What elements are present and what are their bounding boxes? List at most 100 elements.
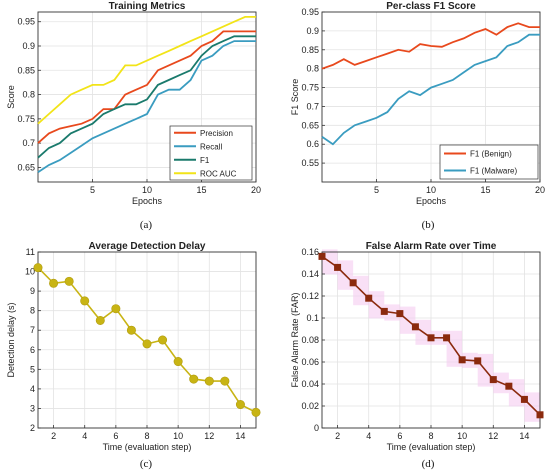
data-point [396,310,404,318]
y-axis-label: False Alarm Rate (FAR) [290,292,300,387]
x-tick-label: 5 [374,185,379,195]
legend-entry: F1 [200,156,210,165]
data-point [64,276,74,286]
y-tick-label: 0.65 [17,162,35,172]
data-point [251,407,261,417]
x-axis-label: Epochs [416,196,447,206]
data-point [505,382,513,390]
y-tick-label: 0.55 [301,158,319,168]
data-point [111,304,121,314]
y-tick-label: 0.08 [301,335,319,345]
x-tick-label: 12 [488,431,498,441]
x-tick-label: 5 [90,185,95,195]
y-tick-label: 6 [30,345,35,355]
x-tick-label: 15 [480,185,490,195]
data-point [158,335,168,345]
y-tick-label: 0.65 [301,120,319,130]
y-tick-label: 7 [30,325,35,335]
data-point [443,334,451,342]
x-tick-label: 10 [142,185,152,195]
x-axis-label: Time (evaluation step) [103,442,192,452]
legend-entry: Recall [200,142,222,151]
x-axis-label: Time (evaluation step) [387,442,476,452]
y-tick-label: 0.75 [17,114,35,124]
y-tick-label: 0 [314,423,319,433]
series-line-2 [37,40,256,174]
y-tick-label: 0.7 [22,138,35,148]
y-tick-label: 0.04 [301,379,319,389]
y-tick-label: 4 [30,384,35,394]
chart-panel-3: 2 4 6 8 10 12 14 2 3 4 5 6 7 8 9 10 11 Average Detection … [6,241,261,452]
y-tick-label: 0.75 [301,83,319,93]
series-line-1 [37,30,256,144]
x-tick-label: 15 [196,185,206,195]
y-tick-label: 0.14 [301,269,319,279]
data-point [318,252,326,260]
legend-entry: F1 (Malware) [470,167,517,176]
x-tick-label: 6 [397,431,402,441]
y-axis-label: F1 Score [290,79,300,116]
x-tick-label: 14 [519,431,529,441]
x-axis-label: Epochs [132,196,163,206]
y-axis-label: Detection delay (s) [6,302,16,377]
data-point [33,263,43,273]
y-tick-label: 0.95 [17,17,35,27]
y-tick-label: 0.8 [306,64,319,74]
y-tick-label: 0.1 [306,313,319,323]
data-point [458,356,466,364]
x-tick-label: 10 [457,431,467,441]
chart-panel-4: 2 4 6 8 10 12 14 0 0.02 0.04 0.06 0.08 0.1 0.12 0.14 0.… [290,241,544,452]
y-tick-label: 0.12 [301,291,319,301]
y-tick-label: 5 [30,364,35,374]
x-tick-label: 10 [173,431,183,441]
chart-panel-2: 5 10 15 20 0.55 0.6 0.65 0.7 0.75 0.8 0.85 0.9 0.95 P… [290,1,545,206]
chart-title: Training Metrics [109,1,186,12]
x-tick-label: 8 [428,431,433,441]
data-point [474,357,482,365]
y-tick-label: 0.06 [301,357,319,367]
legend-entry: F1 (Benign) [470,150,512,159]
series-line-2 [321,33,540,146]
data-point [126,325,136,335]
chart-panel-1: 5 10 15 20 0.65 0.7 0.75 0.8 0.85 0.9 0.95 Training… [6,1,261,206]
x-tick-label: 20 [535,185,545,195]
data-point [220,376,230,386]
data-point [189,374,199,384]
y-tick-label: 10 [25,267,35,277]
x-tick-label: 20 [251,185,261,195]
y-tick-label: 2 [30,423,35,433]
x-tick-label: 10 [426,185,436,195]
y-tick-label: 0.9 [22,41,35,51]
caption-a: (a) [139,219,153,231]
data-point [520,395,528,403]
y-tick-label: 0.85 [301,45,319,55]
data-point [173,357,183,367]
chart-title: Average Detection Delay [89,241,206,252]
x-tick-label: 8 [144,431,149,441]
chart-title: Per-class F1 Score [386,1,476,12]
x-tick-label: 4 [366,431,371,441]
x-tick-label: 2 [335,431,340,441]
y-tick-label: 0.02 [301,401,319,411]
y-tick-label: 0.85 [17,65,35,75]
caption-d: (d) [421,458,435,470]
data-point [235,400,245,410]
y-tick-label: 0.95 [301,7,319,17]
y-tick-label: 0.9 [306,26,319,36]
x-tick-label: 2 [51,431,56,441]
y-tick-label: 0.16 [301,247,319,257]
legend-entry: ROC AUC [200,169,237,178]
data-point [80,296,90,306]
data-point [95,315,105,325]
data-point [489,376,497,384]
data-point [49,278,59,288]
x-tick-label: 14 [235,431,245,441]
y-tick-label: 0.6 [306,139,319,149]
series-line-1 [321,22,540,70]
data-point [427,334,435,342]
x-tick-label: 4 [82,431,87,441]
x-tick-label: 12 [204,431,214,441]
y-tick-label: 3 [30,403,35,413]
data-point [142,339,152,349]
